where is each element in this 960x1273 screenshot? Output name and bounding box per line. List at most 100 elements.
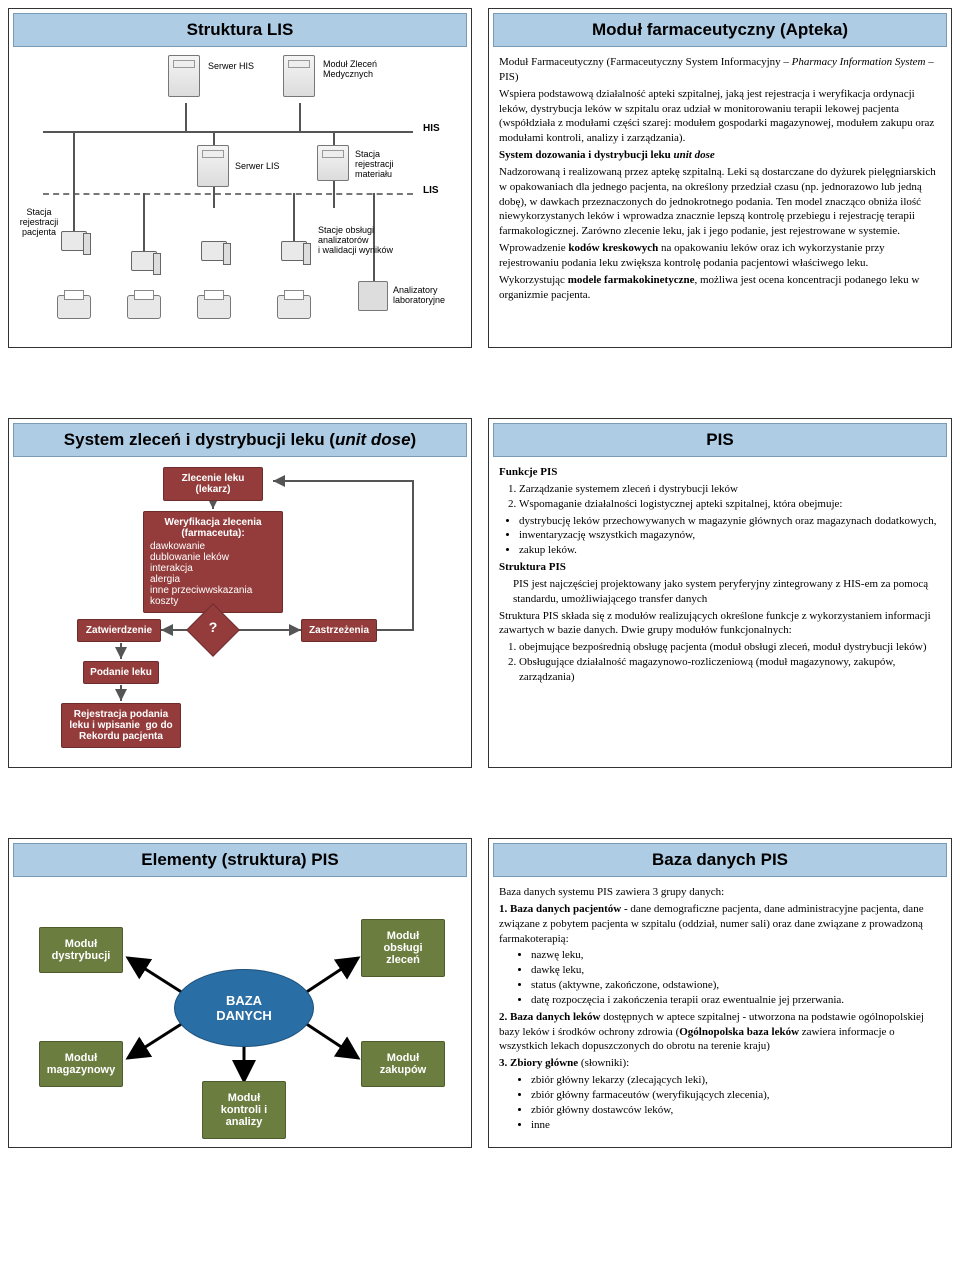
label-analizatory: Analizatory laboratoryjne xyxy=(393,285,445,305)
server-icon xyxy=(168,55,200,97)
label-serwer-his: Serwer HIS xyxy=(208,61,254,71)
h-funkcje: Funkcje PIS xyxy=(499,465,941,480)
slide-title: PIS xyxy=(493,423,947,457)
list-item: zbiór główny farmaceutów (weryfikujących… xyxy=(531,1088,941,1103)
list-logistyka: dystrybucję leków przechowywanych w maga… xyxy=(499,514,941,559)
his-label: HIS xyxy=(423,123,440,134)
slide-body: Funkcje PIS Zarządzanie systemem zleceń … xyxy=(493,463,947,763)
box-zatwierdzenie: Zatwierdzenie xyxy=(77,619,161,642)
p-struktura-1: PIS jest najczęściej projektowany jako s… xyxy=(499,577,941,607)
slide-pis: PIS Funkcje PIS Zarządzanie systemem zle… xyxy=(488,418,952,768)
lis-diagram: HIS LIS Serwer HIS Mo xyxy=(13,53,467,343)
mod-zakupow: Moduł zakupów xyxy=(361,1041,445,1087)
slide-pis-elements: Elementy (struktura) PIS BAZA DANYCH Mod… xyxy=(8,838,472,1148)
slide-title: Baza danych PIS xyxy=(493,843,947,877)
p-unitdose-desc: Nadzorowaną i realizowaną przez aptekę s… xyxy=(499,165,941,239)
node-stacja-pacjenta xyxy=(57,231,91,259)
server-icon xyxy=(317,145,349,181)
node-modul-zlecen xyxy=(283,55,315,99)
list-item: zbiór główny dostawców leków, xyxy=(531,1103,941,1118)
slide-farmaceutyczny: Moduł farmaceutyczny (Apteka) Moduł Farm… xyxy=(488,8,952,348)
server-icon xyxy=(197,145,229,187)
analyzer-icon xyxy=(358,281,388,311)
label-stacja-materialu: Stacja rejestracji materiału xyxy=(355,149,394,179)
group-1: 1. Baza danych pacjentów - dane demograf… xyxy=(499,902,941,947)
p-struktura-2: Struktura PIS składa się z modułów reali… xyxy=(499,609,941,639)
label-serwer-lis: Serwer LIS xyxy=(235,161,280,171)
node-printer-2 xyxy=(127,295,161,321)
list-item: inne xyxy=(531,1118,941,1133)
list-funkcje: Zarządzanie systemem zleceń i dystrybucj… xyxy=(499,482,941,512)
pc-icon xyxy=(57,231,91,257)
module-icon xyxy=(283,55,315,97)
slide-title: Moduł farmaceutyczny (Apteka) xyxy=(493,13,947,47)
list-item: obejmujące bezpośrednią obsługę pacjenta… xyxy=(519,640,941,655)
printer-icon xyxy=(127,295,161,319)
printer-icon xyxy=(277,295,311,319)
mod-zlecen: Moduł obsługi zleceń xyxy=(361,919,445,977)
mod-magazynowy: Moduł magazynowy xyxy=(39,1041,123,1087)
list-moduly: obejmujące bezpośrednią obsługę pacjenta… xyxy=(499,640,941,685)
list-item: dawkę leku, xyxy=(531,963,941,978)
mod-dystrybucji: Moduł dystrybucji xyxy=(39,927,123,973)
slide-unit-dose-flow: System zleceń i dystrybucji leku (unit d… xyxy=(8,418,472,768)
node-printer-1 xyxy=(57,295,91,321)
db-node: BAZA DANYCH xyxy=(174,969,314,1047)
node-stacja-materialu xyxy=(317,145,349,183)
node-printer-4 xyxy=(277,295,311,321)
node-analyzer xyxy=(358,281,388,313)
p-farmakokin: Wykorzystując modele farmakokinetyczne, … xyxy=(499,273,941,303)
p-intro: Moduł Farmaceutyczny (Farmaceutyczny Sys… xyxy=(499,55,941,85)
p-intro: Baza danych systemu PIS zawiera 3 grupy … xyxy=(499,885,941,900)
list-item: Zarządzanie systemem zleceń i dystrybucj… xyxy=(519,482,941,497)
node-pc-3 xyxy=(197,241,231,269)
pis-structure-diagram: BAZA DANYCH Moduł dystrybucji Moduł maga… xyxy=(13,883,467,1143)
list-item: datę rozpoczęcia i zakończenia terapii o… xyxy=(531,993,941,1008)
slide-body: Baza danych systemu PIS zawiera 3 grupy … xyxy=(493,883,947,1143)
slide-title: Elementy (struktura) PIS xyxy=(13,843,467,877)
box-podanie: Podanie leku xyxy=(83,661,159,684)
box-rejestracja: Rejestracja podania leku i wpisanie go d… xyxy=(61,703,181,748)
group-1-list: nazwę leku, dawkę leku, status (aktywne,… xyxy=(499,948,941,1007)
group-2: 2. Baza danych leków dostępnych w aptece… xyxy=(499,1010,941,1055)
node-pc-4 xyxy=(277,241,311,269)
printer-icon xyxy=(57,295,91,319)
slide-title: System zleceń i dystrybucji leku (unit d… xyxy=(13,423,467,457)
list-item: Wspomaganie działalności logistycznej ap… xyxy=(519,497,941,512)
group-3-list: zbiór główny lekarzy (zlecających leki),… xyxy=(499,1073,941,1132)
page-grid: Struktura LIS HIS LIS Serwer HIS xyxy=(8,8,952,1148)
lis-label: LIS xyxy=(423,185,439,196)
box-zlecenie: Zlecenie leku (lekarz) xyxy=(163,467,263,501)
node-pc-2 xyxy=(127,251,161,279)
lis-bus-line xyxy=(43,193,413,195)
slide-body: Moduł Farmaceutyczny (Farmaceutyczny Sys… xyxy=(493,53,947,343)
pc-icon xyxy=(277,241,311,267)
box-weryfikacja: Weryfikacja zlecenia (farmaceuta): dawko… xyxy=(143,511,283,613)
mod-kontroli: Moduł kontroli i analizy xyxy=(202,1081,286,1139)
decision-diamond: ? xyxy=(194,611,232,649)
slide-lis-structure: Struktura LIS HIS LIS Serwer HIS xyxy=(8,8,472,348)
node-serwer-lis xyxy=(197,145,229,189)
label-modul-zlecen: Moduł Zleceń Medycznych xyxy=(323,59,377,79)
list-item: dystrybucję leków przechowywanych w maga… xyxy=(519,514,941,529)
printer-icon xyxy=(197,295,231,319)
list-item: nazwę leku, xyxy=(531,948,941,963)
p-desc: Wspiera podstawową działalność apteki sz… xyxy=(499,87,941,146)
group-3: 3. Zbiory główne (słowniki): xyxy=(499,1056,941,1071)
slide-baza-danych-pis: Baza danych PIS Baza danych systemu PIS … xyxy=(488,838,952,1148)
slide-title: Struktura LIS xyxy=(13,13,467,47)
p-unitdose-head: System dozowania i dystrybucji leku unit… xyxy=(499,148,941,163)
flowchart: Zlecenie leku (lekarz) Weryfikacja zlece… xyxy=(13,463,467,763)
h-struktura: Struktura PIS xyxy=(499,560,941,575)
node-printer-3 xyxy=(197,295,231,321)
box-zastrzezenia: Zastrzeżenia xyxy=(301,619,377,642)
his-bus-line xyxy=(43,131,413,133)
list-item: inwentaryzację wszystkich magazynów, xyxy=(519,528,941,543)
label-stacje-obslugi: Stacje obsługi analizatorów i walidacji … xyxy=(318,225,393,255)
list-item: Obsługujące działalność magazynowo-rozli… xyxy=(519,655,941,685)
pc-icon xyxy=(197,241,231,267)
pc-icon xyxy=(127,251,161,277)
node-serwer-his xyxy=(168,55,200,99)
p-barcodes: Wprowadzenie kodów kreskowych na opakowa… xyxy=(499,241,941,271)
list-item: status (aktywne, zakończone, odstawione)… xyxy=(531,978,941,993)
